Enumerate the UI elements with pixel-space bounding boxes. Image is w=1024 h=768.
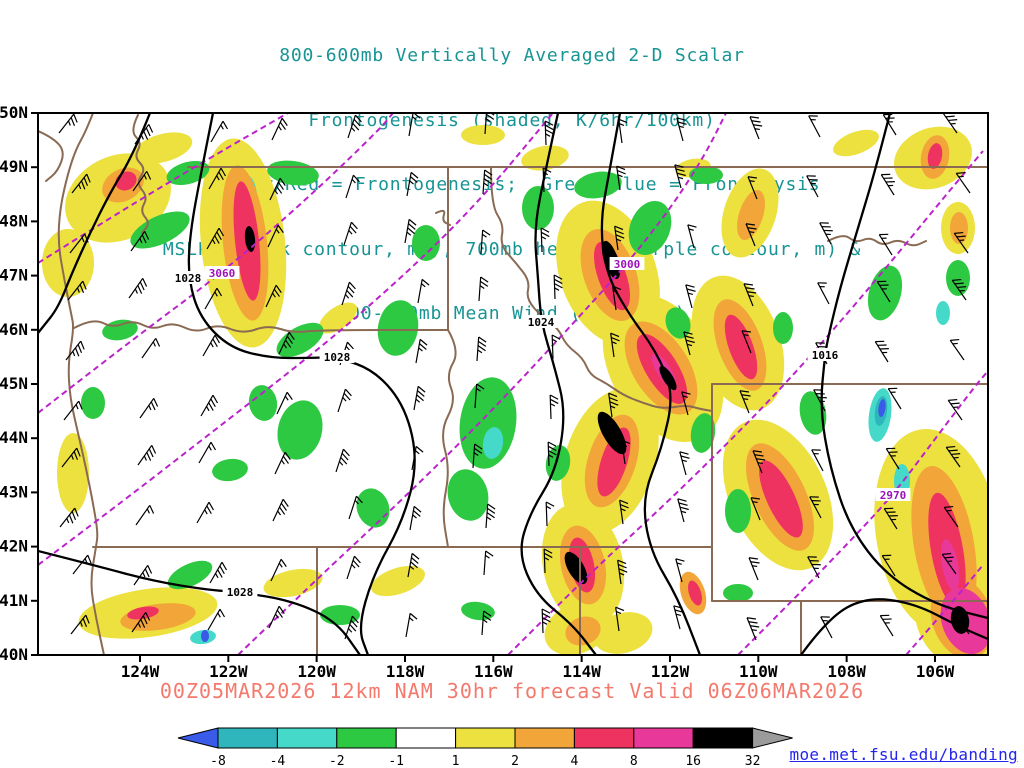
site-link[interactable]: moe.met.fsu.edu/banding (789, 745, 1018, 764)
title-line-2: Frontogenesis (shaded, K/6hr/100km) (308, 109, 716, 131)
colorbar: -8 -4 -2 -1 1 2 4 8 16 32 (177, 727, 793, 768)
colorbar-tick-label: -4 (270, 754, 286, 768)
state-borders (38, 113, 988, 655)
lat-label: 46N (0, 320, 28, 339)
mslp-contours (38, 113, 988, 655)
colorbar-tick-label: 2 (511, 754, 519, 768)
lon-label: 116W (474, 662, 513, 681)
map-area: 1028 3060 1024 1028 3000 1016 2970 1028 (38, 113, 988, 655)
contour-label: 3060 (209, 267, 236, 280)
lat-label: 45N (0, 374, 28, 393)
colorbar-tick-label: 32 (745, 754, 761, 768)
lat-label: 50N (0, 103, 28, 122)
frontogenesis-shading (42, 125, 988, 655)
forecast-caption: 00Z05MAR2026 12km NAM 30hr forecast Vali… (159, 679, 865, 703)
contour-label: 3000 (614, 258, 641, 271)
lon-label: 114W (562, 662, 601, 681)
lon-label: 106W (916, 662, 955, 681)
colorbar-tick-label: -2 (329, 754, 345, 768)
contour-label: 1028 (324, 351, 351, 364)
colorbar-tick-label: -8 (210, 754, 226, 768)
colorbar-tick-label: 1 (452, 754, 460, 768)
colorbar-tick-label: 8 (630, 754, 638, 768)
map-content: 1028 3060 1024 1028 3000 1016 2970 1028 (38, 113, 988, 655)
lat-label: 42N (0, 537, 28, 556)
lat-label: 40N (0, 645, 28, 664)
axes: 50N 49N 48N 47N 46N 45N 44N 43N 42N 41N 40N 124W 122… (0, 103, 989, 681)
contour-label: 1028 (175, 272, 202, 285)
lon-label: 110W (739, 662, 778, 681)
lat-label: 44N (0, 428, 28, 447)
contour-labels: 1028 3060 1024 1028 3000 1016 2970 1028 (170, 257, 911, 599)
lon-label: 124W (121, 662, 160, 681)
lat-label: 47N (0, 266, 28, 285)
lon-label: 108W (827, 662, 866, 681)
colorbar-tick-label: 4 (570, 754, 578, 768)
title-line-1: 800-600mb Vertically Averaged 2-D Scalar (279, 45, 745, 66)
contour-label: 1028 (227, 586, 254, 599)
lon-label: 118W (386, 662, 425, 681)
colorbar-tick-label: -1 (388, 754, 404, 768)
colorbar-tick-label: 16 (685, 754, 701, 768)
lon-label: 122W (209, 662, 248, 681)
lat-label: 48N (0, 211, 28, 230)
contour-label: 2970 (880, 489, 907, 502)
lon-label: 112W (651, 662, 690, 681)
contour-label: 1016 (812, 349, 839, 362)
lon-label: 120W (297, 662, 336, 681)
contour-label: 1024 (528, 316, 555, 329)
lat-label: 49N (0, 157, 28, 176)
wind-barbs (58, 113, 971, 641)
lat-label: 41N (0, 591, 28, 610)
lat-label: 43N (0, 482, 28, 501)
height-contours (38, 113, 988, 655)
